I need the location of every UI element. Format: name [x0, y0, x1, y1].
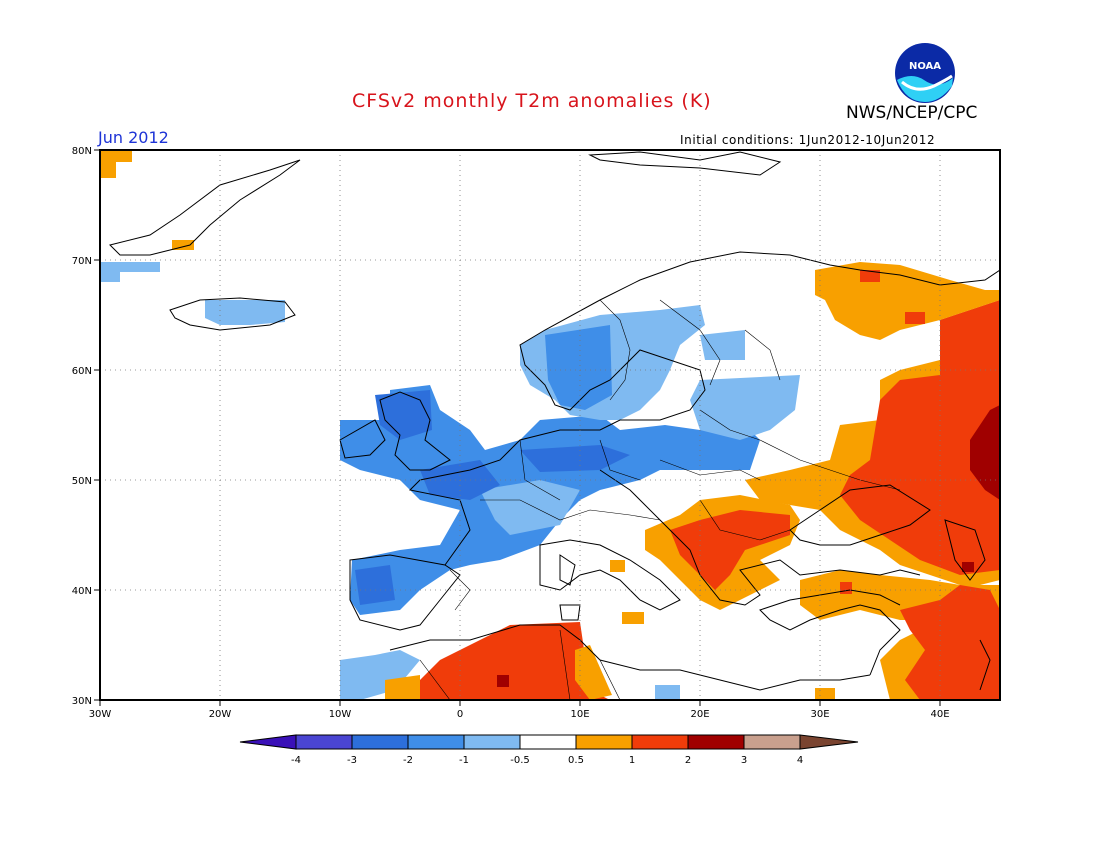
lon-tick-label: 0: [457, 709, 463, 720]
anomaly-kola-hot: [860, 270, 880, 282]
colorbar-label: 3: [741, 755, 747, 766]
lat-axis: 30N 40N 50N 60N 70N 80N: [72, 146, 100, 707]
colorbar-swatch: [743, 734, 801, 750]
anomaly-iberia-strong-cool: [355, 565, 395, 605]
anomaly-libya-cool: [655, 685, 680, 700]
graticule: [100, 150, 1000, 700]
lon-tick-label: 40E: [930, 709, 949, 720]
colorbar: -4 -3 -2 -1 -0.5 0.5 1 2 3 4: [239, 734, 859, 766]
colorbar-label: 1: [629, 755, 635, 766]
anomaly-greenland-cool: [100, 262, 160, 282]
colorbar-label: 0.5: [568, 755, 584, 766]
anomaly-west-africa-warm: [385, 675, 420, 700]
colorbar-swatch: [295, 734, 353, 750]
colorbar-label: -3: [347, 755, 357, 766]
initial-conditions-label: Initial conditions: 1Jun2012-10Jun2012: [680, 133, 936, 147]
lon-tick-label: 10E: [570, 709, 589, 720]
anomaly-morocco-cool: [340, 650, 420, 700]
anomaly-caspian-very-hot: [962, 562, 974, 572]
chart-title: CFSv2 monthly T2m anomalies (K): [352, 90, 712, 112]
anomaly-greenland-warm: [172, 240, 194, 250]
anomaly-algeria-hot: [497, 675, 509, 687]
lon-tick-label: 20E: [690, 709, 709, 720]
colorbar-swatch: [407, 734, 465, 750]
anomaly-egypt-warm: [815, 688, 835, 700]
anomaly-norway-cool: [545, 325, 612, 410]
lat-tick-label: 30N: [72, 696, 92, 707]
anomaly-alps-cool: [480, 480, 580, 535]
lat-tick-label: 40N: [72, 586, 92, 597]
anomaly-iceland-cool: [205, 300, 285, 325]
anomaly-tunisia-warm: [575, 645, 612, 700]
anomaly-germany-strong-cool: [520, 445, 630, 472]
lon-axis: 30W 20W 10W 0 10E 20E 30E 40E: [89, 700, 950, 720]
agency-label: NWS/NCEP/CPC: [846, 103, 978, 123]
anomaly-sicily-warm: [622, 612, 644, 624]
month-label: Jun 2012: [98, 128, 169, 147]
colorbar-label: -0.5: [510, 755, 530, 766]
noaa-logo: NOAA: [895, 43, 955, 103]
colorbar-low-arrow: [239, 734, 297, 750]
lon-tick-label: 20W: [209, 709, 232, 720]
colorbar-label: 4: [797, 755, 803, 766]
anomaly-north-africa-warm: [420, 622, 610, 700]
colorbar-swatch: [519, 734, 577, 750]
anomaly-arkhangelsk-hot: [905, 312, 925, 324]
plot-frame: [99, 149, 1001, 701]
colorbar-swatch: [575, 734, 633, 750]
lon-tick-label: 30E: [810, 709, 829, 720]
anomaly-russia-hot: [840, 300, 1000, 575]
anomaly-svalbard-warm: [100, 150, 132, 178]
lat-tick-label: 70N: [72, 256, 92, 267]
anomaly-finland-cool: [700, 330, 745, 360]
anomaly-italy-warm: [610, 560, 625, 572]
colorbar-label: 2: [685, 755, 691, 766]
colorbar-swatch: [687, 734, 745, 750]
lat-tick-label: 50N: [72, 476, 92, 487]
colorbar-swatch: [463, 734, 521, 750]
colorbar-swatch: [631, 734, 689, 750]
logo-text: NOAA: [909, 61, 941, 72]
lon-tick-label: 30W: [89, 709, 112, 720]
lat-tick-label: 80N: [72, 146, 92, 157]
anomaly-middle-east-hot: [900, 585, 1000, 700]
colorbar-high-arrow: [799, 734, 859, 750]
coastlines: [109, 151, 1000, 691]
anomaly-britain-strong-cool: [375, 390, 432, 440]
colorbar-label: -4: [291, 755, 301, 766]
anomaly-anatolia-hot: [840, 582, 852, 594]
country-borders: [419, 299, 901, 700]
anomaly-russia-very-hot: [970, 405, 1000, 500]
colorbar-label: -1: [459, 755, 469, 766]
colorbar-swatch: [351, 734, 409, 750]
lon-tick-label: 10W: [329, 709, 352, 720]
colorbar-label: -2: [403, 755, 413, 766]
lat-tick-label: 60N: [72, 366, 92, 377]
anomaly-baltic-cool: [690, 375, 800, 440]
